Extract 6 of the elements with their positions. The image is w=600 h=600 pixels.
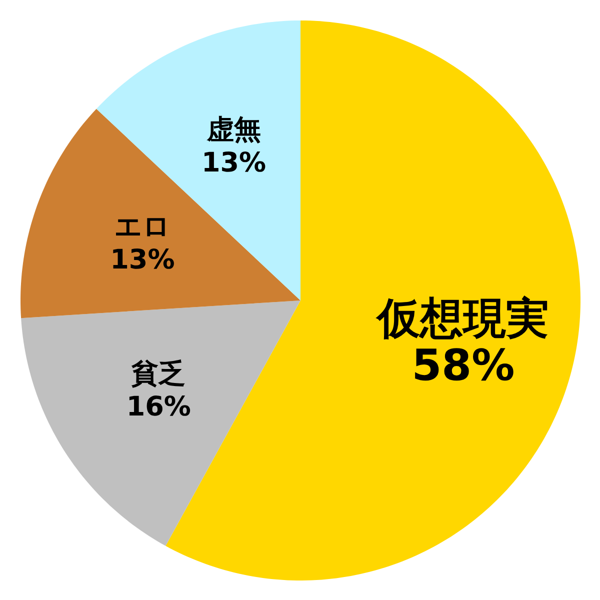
- slice-label: 貧乏: [130, 358, 186, 390]
- data-label: 13%: [201, 147, 266, 178]
- slice-label: エロ: [114, 212, 170, 243]
- data-label: 13%: [110, 244, 175, 276]
- data-label: 16%: [126, 392, 191, 423]
- slice-label: 虚無: [206, 114, 261, 146]
